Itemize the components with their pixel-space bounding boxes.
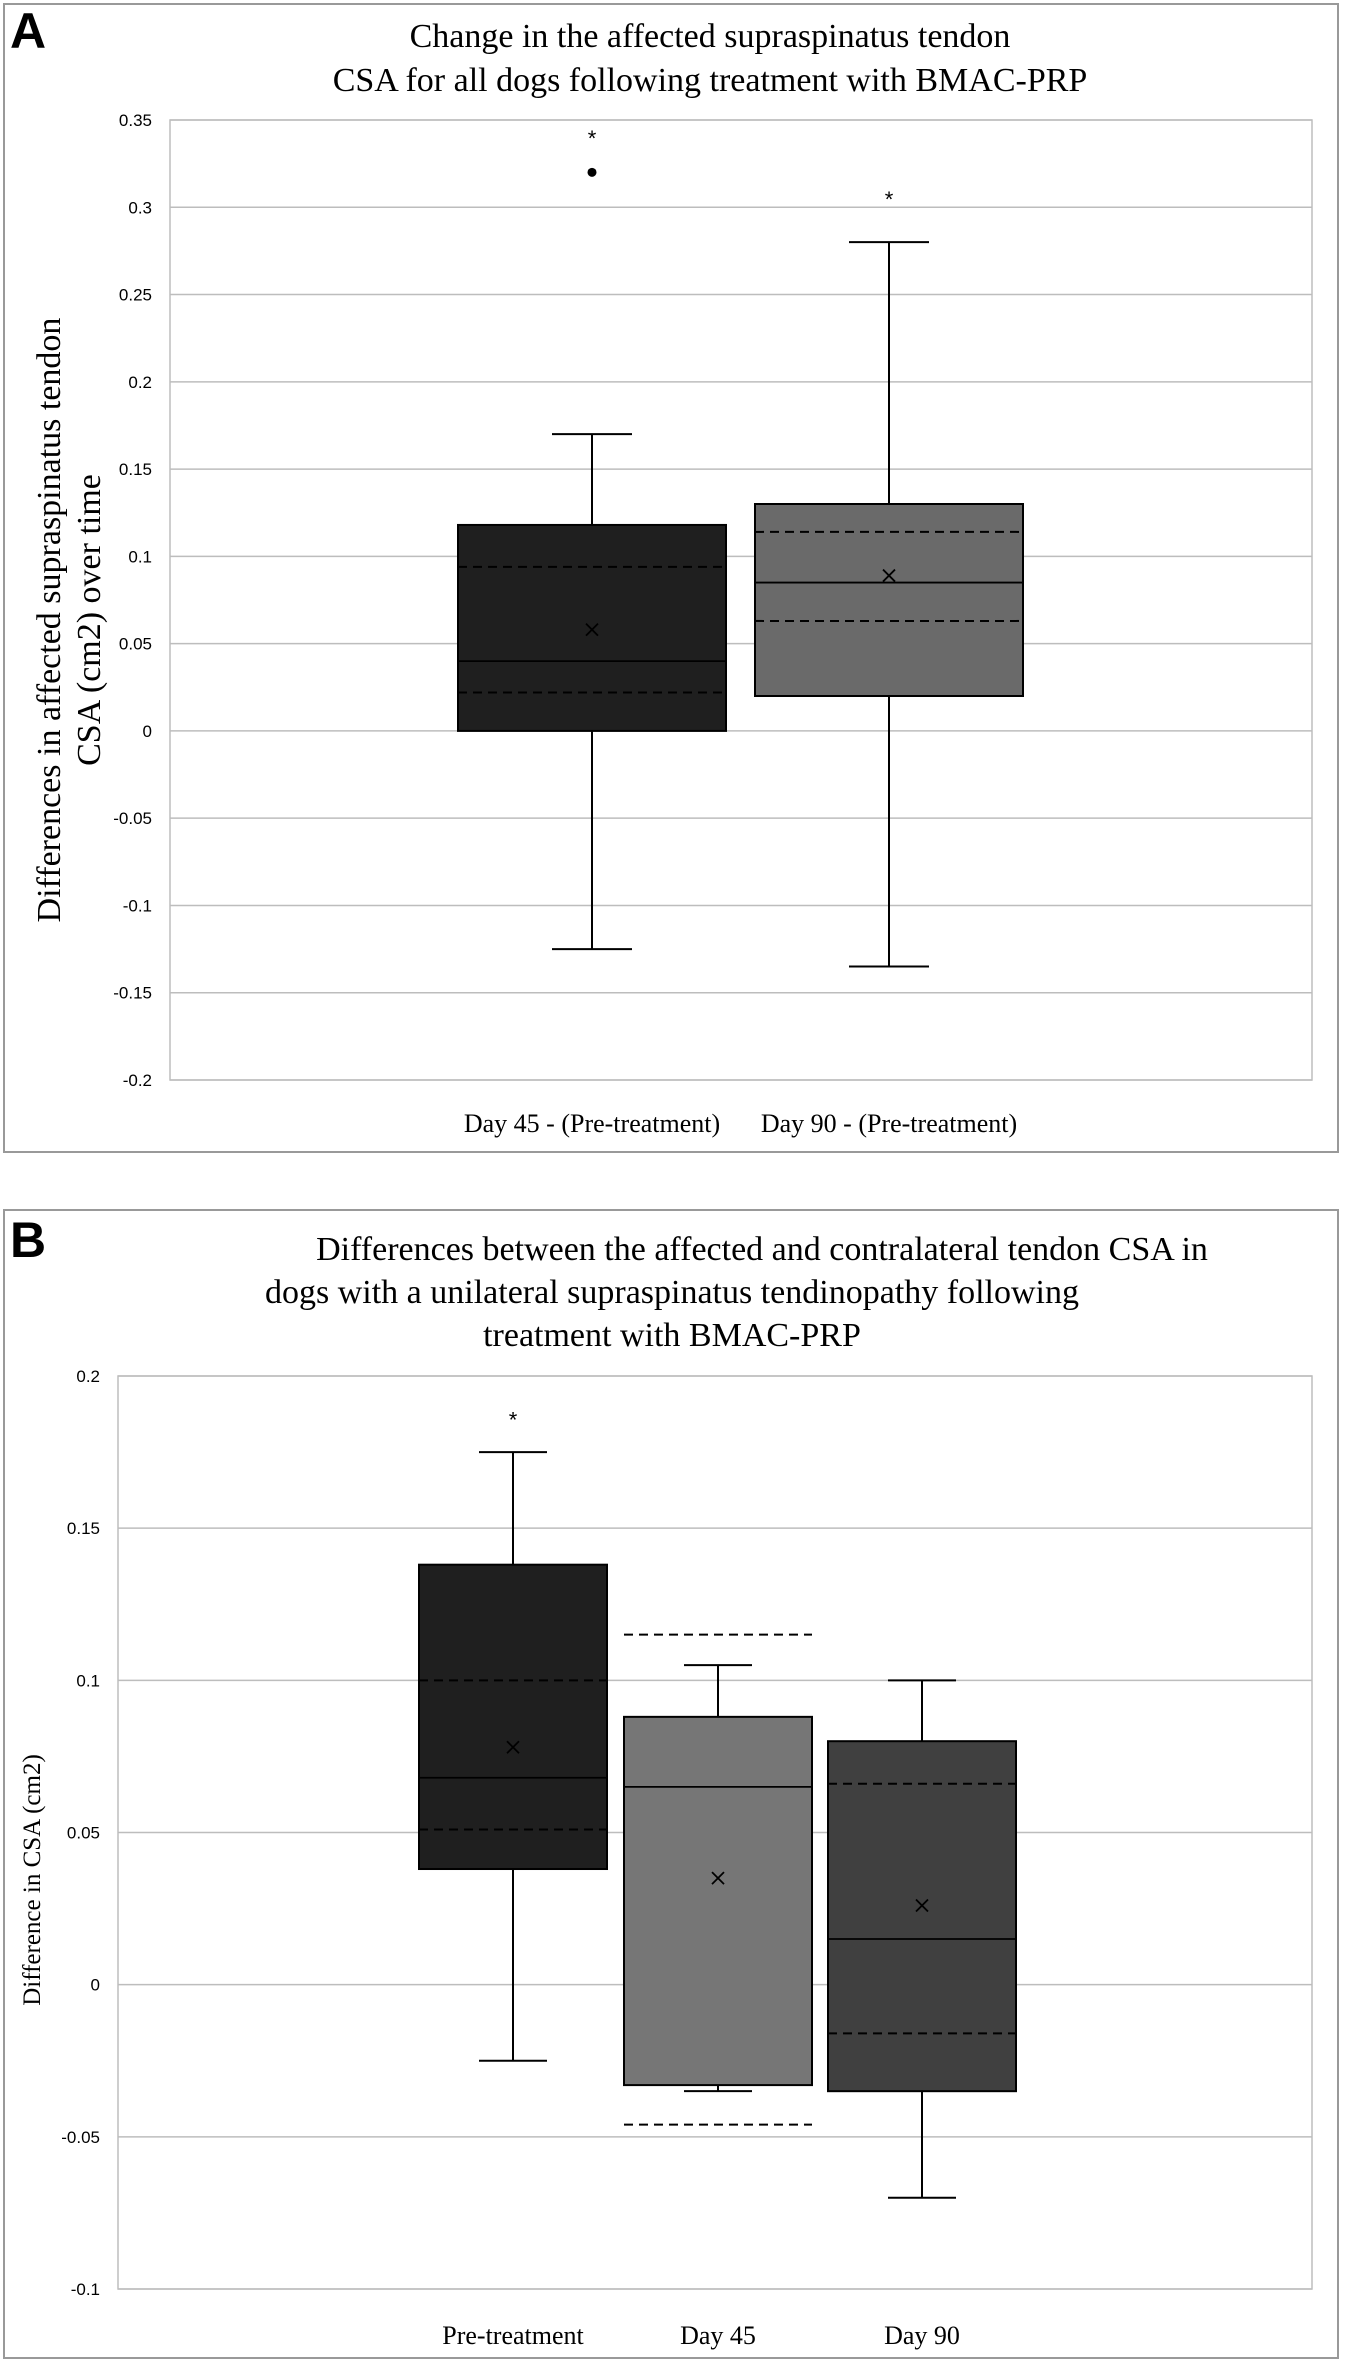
- panel-a-ytick-label: 0.2: [128, 373, 152, 392]
- panel-b-ytick-label: -0.1: [71, 2280, 100, 2299]
- panel-a-category-label: Day 45 - (Pre-treatment): [464, 1109, 720, 1138]
- panel-b-mean-marker: [711, 1871, 725, 1885]
- panel-b-significance-star: *: [509, 1408, 518, 1433]
- panel-b-letter: B: [10, 1212, 46, 1268]
- panel-a: A Change in the affected supraspinatus t…: [3, 3, 1339, 1153]
- panel-b-ylabel: Difference in CSA (cm2): [19, 1754, 46, 2006]
- panel-a-mean-marker: [882, 568, 896, 583]
- panel-b-category-label: Day 45: [680, 2321, 756, 2350]
- panel-b-box: [827, 1740, 1017, 2093]
- panel-a-significance-star: *: [885, 187, 894, 212]
- panel-a-ytick-label: -0.2: [123, 1071, 152, 1090]
- panel-a-ylabel-line-2: CSA (cm2) over time: [71, 474, 108, 766]
- panel-b-title-line-2: dogs with a unilateral supraspinatus ten…: [265, 1274, 1079, 1311]
- panel-a-plot: -0.2 -0.15 -0.1 -0.05 0 0.05 0.1 0.15 0.2 0.25 0.3…: [113, 111, 1313, 1138]
- panel-b-category-label: Pre-treatment: [442, 2321, 584, 2350]
- panel-a-ylabel-line-1: Differences in affected supraspinatus te…: [31, 318, 68, 923]
- panel-b-mean-marker: [915, 1898, 929, 1913]
- panel-a-ytick-label: -0.1: [123, 896, 152, 915]
- panel-b: B Differences between the affected and c…: [3, 1209, 1339, 2359]
- panel-b-ytick-label: 0.2: [76, 1367, 100, 1386]
- panel-b-ytick-label: -0.05: [61, 2128, 100, 2147]
- panel-b-ytick-label: 0: [91, 1976, 100, 1995]
- panel-a-letter: A: [10, 3, 46, 59]
- panel-a-ytick-label: 0.1: [128, 547, 152, 566]
- panel-a-title-line-1: Change in the affected supraspinatus ten…: [410, 18, 1011, 55]
- panel-a-ytick-label: 0.35: [119, 111, 152, 130]
- panel-a-ytick-label: -0.15: [113, 984, 152, 1003]
- panel-a-mean-marker: [585, 623, 599, 637]
- panel-a-category-label: Day 90 - (Pre-treatment): [761, 1109, 1017, 1138]
- panel-a-ytick-label: 0.05: [119, 635, 152, 654]
- panel-a-ytick-label: 0.15: [119, 460, 152, 479]
- panel-b-ytick-label: 0.05: [67, 1824, 100, 1843]
- panel-a-title-line-2: CSA for all dogs following treatment wit…: [333, 62, 1088, 99]
- panel-b-title-line-1: Differences between the affected and con…: [316, 1231, 1208, 1268]
- panel-b-box: [418, 1563, 608, 1871]
- panel-b-plot: -0.1 -0.05 0 0.05 0.1 0.15 0.2 * Pre-treatment Da…: [61, 1367, 1313, 2350]
- panel-b-box: [623, 1715, 813, 2087]
- panel-a-box: [754, 503, 1024, 697]
- panel-a-ytick-label: 0: [143, 722, 152, 741]
- panel-a-significance-star: *: [588, 126, 597, 151]
- panel-b-title-line-3: treatment with BMAC-PRP: [483, 1317, 861, 1354]
- panel-b-ytick-label: 0.1: [76, 1671, 100, 1690]
- panel-b-mean-marker: [506, 1740, 520, 1754]
- panel-b-ytick-label: 0.15: [67, 1519, 100, 1538]
- panel-a-ytick-label: 0.25: [119, 286, 152, 305]
- panel-b-category-label: Day 90: [884, 2321, 960, 2350]
- panel-a-box: [457, 523, 727, 732]
- panel-a-ytick-label: -0.05: [113, 809, 152, 828]
- panel-a-ytick-label: 0.3: [128, 198, 152, 217]
- panel-a-outlier-point: [587, 167, 597, 177]
